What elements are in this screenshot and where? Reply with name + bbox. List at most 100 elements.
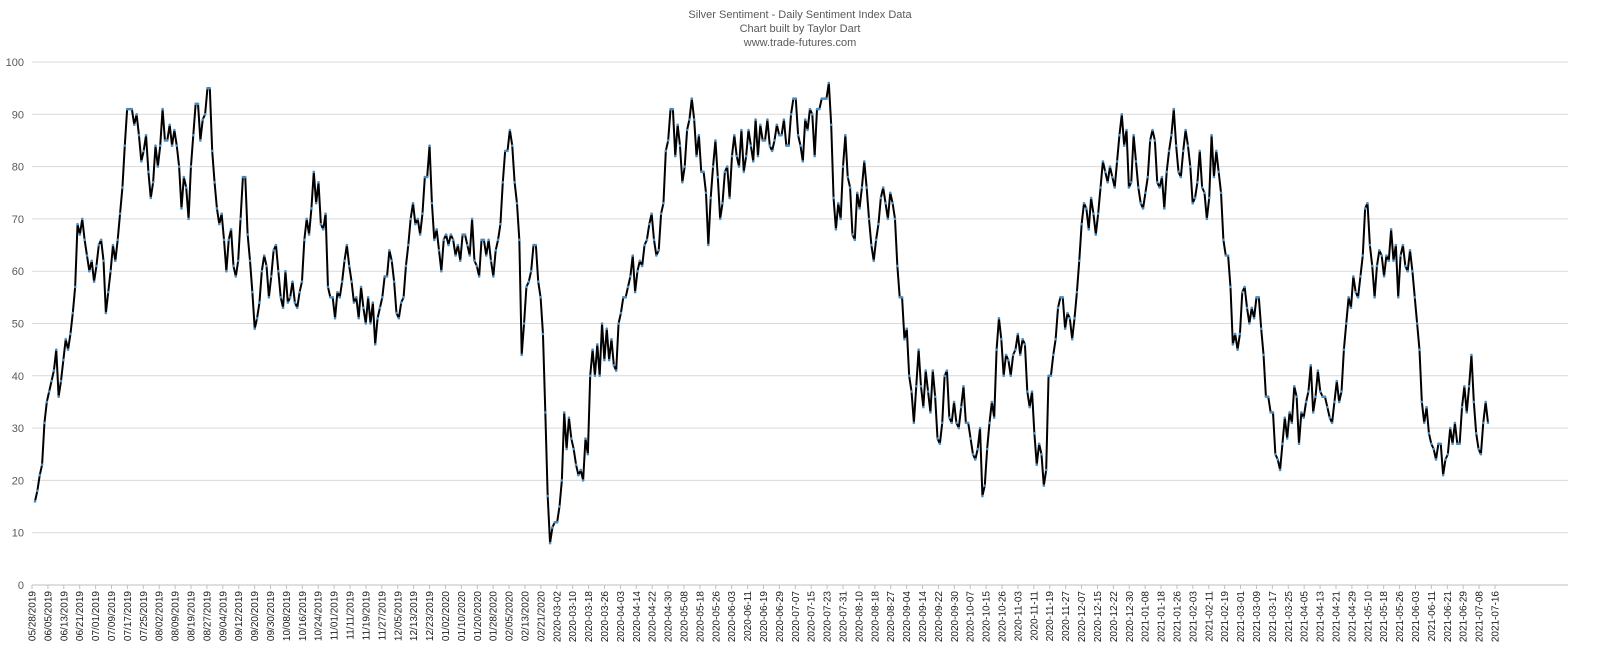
data-point	[629, 275, 632, 278]
data-point	[147, 170, 150, 174]
data-point	[1224, 254, 1228, 257]
x-tick-label: 08/02/2019	[155, 591, 166, 641]
data-point	[544, 411, 547, 414]
data-point	[1470, 353, 1473, 357]
data-point	[317, 180, 320, 184]
data-point	[1077, 259, 1081, 263]
data-point	[1375, 264, 1379, 268]
data-point	[1068, 316, 1072, 320]
x-tick-label: 02/05/2020	[505, 591, 516, 641]
x-tick-label: 2021-07-16	[1491, 591, 1502, 643]
data-point	[881, 186, 885, 189]
data-point	[506, 149, 509, 153]
data-point	[503, 149, 507, 153]
data-point	[995, 348, 998, 351]
data-point	[402, 296, 405, 299]
data-point	[196, 102, 200, 106]
data-point	[64, 337, 68, 341]
data-point	[203, 113, 207, 116]
data-point	[1276, 458, 1280, 461]
data-point	[1347, 296, 1350, 299]
data-point	[92, 280, 96, 283]
data-point	[844, 133, 847, 137]
data-point	[848, 186, 852, 189]
data-point	[404, 264, 408, 268]
data-point	[723, 170, 727, 174]
data-point	[962, 384, 965, 388]
x-tick-label: 2021-06-03	[1411, 591, 1422, 643]
x-tick-label: 09/04/2019	[218, 591, 229, 641]
data-point	[1200, 186, 1204, 189]
x-tick-label: 2020-09-22	[934, 591, 945, 643]
data-point	[673, 154, 677, 158]
x-tick-label: 2021-06-21	[1443, 591, 1454, 643]
data-point	[1415, 322, 1419, 325]
data-point	[248, 259, 252, 263]
data-point	[1309, 364, 1313, 367]
data-point	[1198, 149, 1202, 153]
data-point	[1472, 400, 1476, 404]
data-point	[513, 180, 516, 184]
data-point	[1184, 128, 1187, 132]
data-point	[137, 133, 141, 137]
data-point	[1486, 421, 1490, 425]
data-point	[1231, 343, 1235, 346]
data-point	[1061, 296, 1065, 299]
data-point	[173, 128, 176, 132]
data-point	[1465, 411, 1469, 414]
data-point	[591, 348, 594, 351]
data-point	[1007, 358, 1010, 362]
data-point	[303, 238, 306, 242]
data-point	[867, 217, 871, 221]
data-point	[222, 238, 226, 242]
data-point	[617, 322, 620, 325]
data-point	[912, 421, 916, 425]
data-point	[1337, 400, 1341, 404]
data-point	[1354, 290, 1357, 294]
data-point	[957, 426, 961, 430]
data-point	[681, 180, 684, 184]
data-point	[1271, 411, 1275, 414]
data-point	[1219, 191, 1223, 195]
x-tick-label: 2021-06-11	[1427, 591, 1438, 642]
data-point	[236, 259, 240, 263]
data-point	[246, 233, 249, 236]
data-point	[1233, 332, 1237, 336]
data-point	[638, 259, 642, 263]
data-point	[345, 243, 349, 247]
x-tick-label: 2021-04-05	[1300, 591, 1311, 643]
data-point	[260, 269, 264, 273]
x-tick-label: 2021-05-26	[1395, 591, 1406, 643]
data-point	[333, 316, 337, 320]
data-point	[851, 233, 854, 236]
data-point	[1477, 447, 1480, 451]
data-point	[1240, 290, 1244, 294]
data-point	[532, 243, 535, 247]
data-point	[657, 248, 661, 252]
data-point	[624, 296, 627, 299]
data-point	[806, 128, 809, 132]
data-point	[1238, 332, 1242, 336]
data-point	[725, 165, 729, 168]
data-point	[1243, 285, 1246, 289]
data-point	[1066, 311, 1069, 315]
data-point	[1158, 186, 1161, 189]
data-point	[751, 160, 755, 163]
data-point	[1311, 411, 1315, 414]
data-point	[1033, 432, 1036, 435]
data-point	[1297, 442, 1301, 446]
data-point	[527, 280, 531, 283]
y-tick-label: 90	[12, 109, 24, 121]
x-tick-label: 11/11/2019	[346, 591, 357, 640]
data-point	[1439, 442, 1443, 446]
data-point	[1146, 175, 1150, 179]
data-point	[1215, 149, 1218, 153]
data-point	[451, 238, 455, 242]
data-point	[1129, 180, 1133, 184]
data-point	[1455, 442, 1459, 446]
data-point	[1453, 421, 1457, 425]
data-point	[440, 269, 443, 273]
data-point	[1425, 405, 1428, 409]
data-point	[1259, 327, 1263, 331]
data-point	[584, 437, 587, 440]
